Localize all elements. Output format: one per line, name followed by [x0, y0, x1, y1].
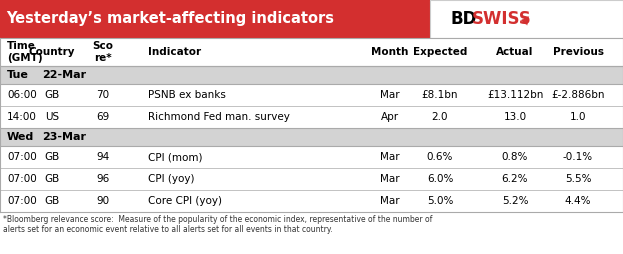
Text: 0.8%: 0.8% [502, 152, 528, 162]
Text: 6.0%: 6.0% [427, 174, 453, 184]
Text: 4.4%: 4.4% [565, 196, 591, 206]
Text: Expected: Expected [413, 47, 467, 57]
Text: 1.0: 1.0 [570, 112, 586, 122]
Text: £8.1bn: £8.1bn [422, 90, 459, 100]
Text: 70: 70 [97, 90, 110, 100]
Text: Tue: Tue [7, 70, 29, 80]
Text: Previous: Previous [553, 47, 604, 57]
Text: 07:00: 07:00 [7, 196, 37, 206]
Text: 22-Mar: 22-Mar [42, 70, 86, 80]
Text: 90: 90 [97, 196, 110, 206]
Text: 96: 96 [97, 174, 110, 184]
Text: GB: GB [44, 174, 60, 184]
Text: Wed: Wed [7, 132, 34, 142]
Text: -0.1%: -0.1% [563, 152, 593, 162]
Text: 5.0%: 5.0% [427, 196, 453, 206]
Bar [0, 106, 623, 128]
Text: 94: 94 [97, 152, 110, 162]
Text: 5.5%: 5.5% [565, 174, 591, 184]
Text: US: US [45, 112, 59, 122]
Text: Sco
re*: Sco re* [92, 41, 113, 63]
Text: Mar: Mar [380, 174, 400, 184]
Text: 5.2%: 5.2% [502, 196, 528, 206]
Text: Time
(GMT): Time (GMT) [7, 41, 42, 63]
Text: Core CPI (yoy): Core CPI (yoy) [148, 196, 222, 206]
Text: Mar: Mar [380, 196, 400, 206]
Text: £-2.886bn: £-2.886bn [551, 90, 605, 100]
Text: BD: BD [450, 10, 477, 28]
Text: Indicator: Indicator [148, 47, 201, 57]
Text: 6.2%: 6.2% [502, 174, 528, 184]
Bar [0, 0, 430, 38]
Text: PSNB ex banks: PSNB ex banks [148, 90, 226, 100]
Text: CPI (yoy): CPI (yoy) [148, 174, 194, 184]
Text: £13.112bn: £13.112bn [487, 90, 543, 100]
Bar [0, 190, 623, 212]
Text: 69: 69 [97, 112, 110, 122]
Text: GB: GB [44, 196, 60, 206]
Text: CPI (mom): CPI (mom) [148, 152, 202, 162]
Text: *Bloomberg relevance score:  Measure of the popularity of the economic index, re: *Bloomberg relevance score: Measure of t… [3, 215, 432, 234]
Text: Richmond Fed man. survey: Richmond Fed man. survey [148, 112, 290, 122]
Text: 0.6%: 0.6% [427, 152, 453, 162]
Text: 07:00: 07:00 [7, 152, 37, 162]
Text: 2.0: 2.0 [432, 112, 449, 122]
Text: GB: GB [44, 90, 60, 100]
Bar [0, 146, 623, 168]
Bar [0, 168, 623, 190]
Text: 06:00: 06:00 [7, 90, 37, 100]
Text: GB: GB [44, 152, 60, 162]
Text: Yesterday’s market-affecting indicators: Yesterday’s market-affecting indicators [6, 11, 334, 26]
Text: Actual: Actual [497, 47, 534, 57]
Bar [0, 66, 623, 84]
Text: 23-Mar: 23-Mar [42, 132, 86, 142]
Text: ▲: ▲ [520, 12, 533, 26]
Bar [0, 84, 623, 106]
Bar [0, 128, 623, 146]
Text: 14:00: 14:00 [7, 112, 37, 122]
Text: Apr: Apr [381, 112, 399, 122]
Text: 07:00: 07:00 [7, 174, 37, 184]
Bar [0, 38, 623, 66]
Text: SWISS: SWISS [472, 10, 532, 28]
Text: 13.0: 13.0 [503, 112, 526, 122]
Bar [430, 0, 623, 38]
Text: Mar: Mar [380, 90, 400, 100]
Text: Month: Month [371, 47, 409, 57]
Text: Mar: Mar [380, 152, 400, 162]
Text: Country: Country [29, 47, 75, 57]
